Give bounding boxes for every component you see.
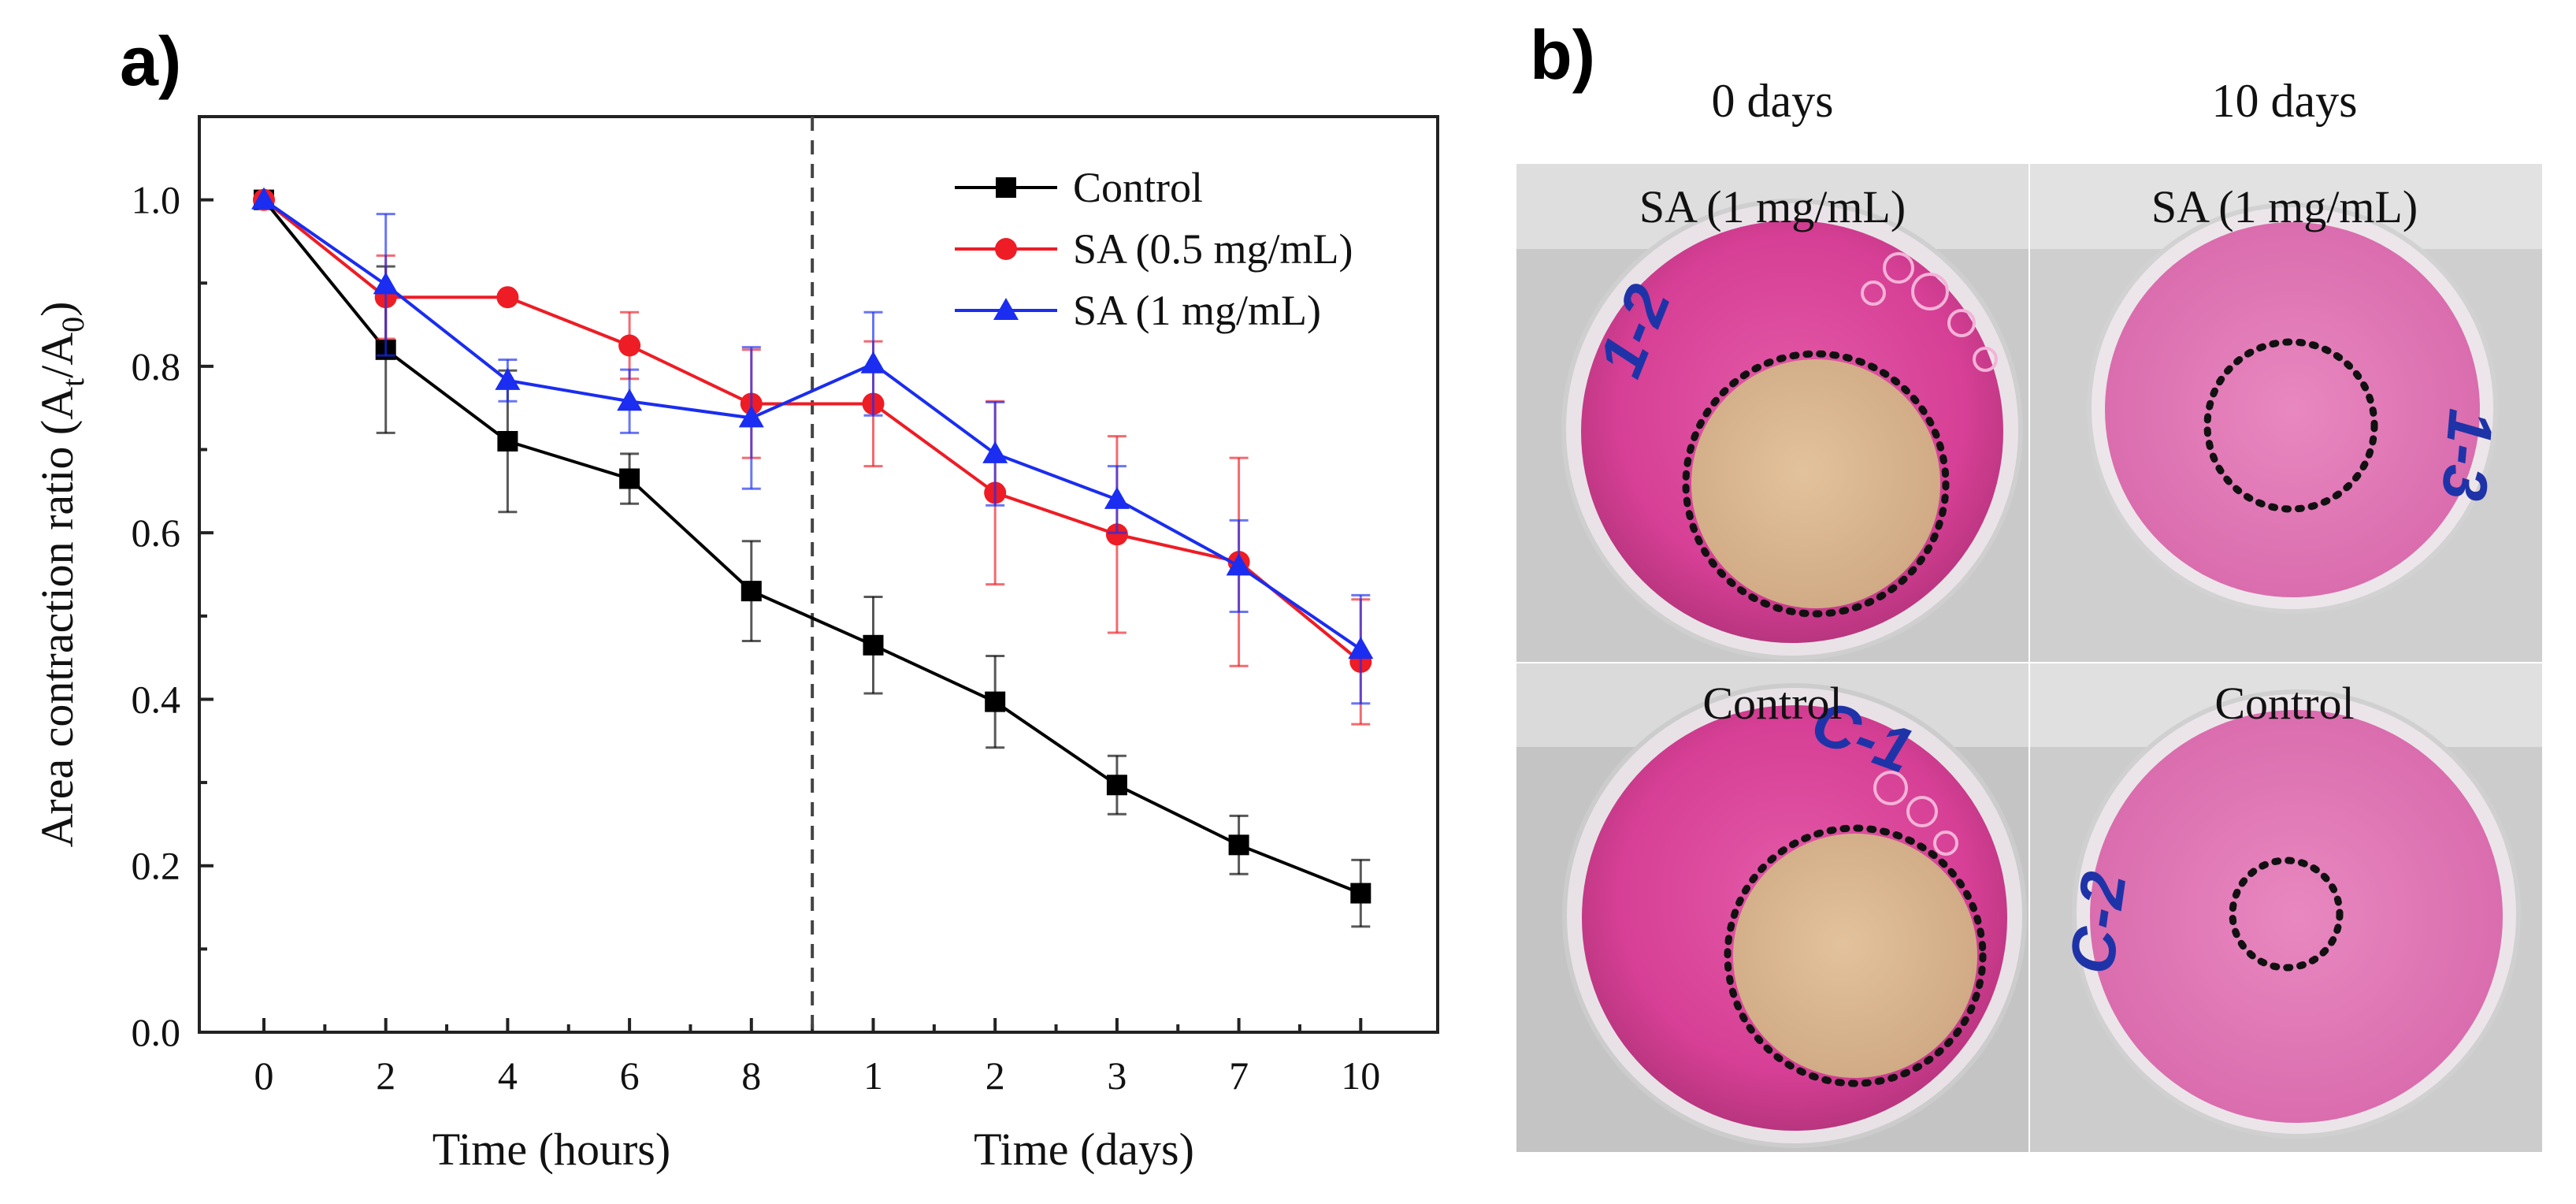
- y-tick-label: 0.4: [132, 677, 181, 721]
- data-point: [1105, 523, 1128, 546]
- x-tick-label: 10: [1341, 1054, 1380, 1098]
- data-point: [863, 634, 884, 656]
- y-axis: 0.0 0.2 0.4 0.6 0.8 1.0: [132, 115, 213, 1054]
- data-point: [618, 334, 641, 357]
- legend-marker: [996, 177, 1016, 198]
- wound-outline: [1724, 824, 1987, 1087]
- series-line: [262, 199, 1362, 663]
- x-axis: 0 2 4 6 8 1 2 3 7 10: [254, 1018, 1380, 1098]
- legend-marker: [995, 238, 1017, 260]
- data-point: [1228, 834, 1249, 856]
- data-point: [738, 405, 764, 428]
- plot-frame: [198, 115, 1439, 1034]
- y-tick-label: 1.0: [132, 178, 181, 222]
- dish-medium: [2105, 222, 2480, 597]
- panel-a: a) 0.0 0.2 0.4 0.6 0.8 1.0 0 2 4 6 8 1 2 3 7 10 Area c…: [32, 22, 1439, 1175]
- x-tick-label: 0: [254, 1054, 274, 1098]
- column-title-10days: 10 days: [2212, 75, 2358, 127]
- data-point: [1104, 486, 1130, 509]
- data-point: [496, 286, 519, 309]
- data-point: [1226, 553, 1252, 576]
- panel-b-label: b): [1530, 16, 1595, 94]
- panel-b: b) 0 days 10 days 1-2 SA (1 mg/mL): [1516, 16, 2542, 1152]
- legend-label: SA (0.5 mg/mL): [1073, 225, 1353, 273]
- y-tick-label: 0.0: [132, 1010, 181, 1054]
- data-point: [860, 351, 886, 373]
- bubble: [1911, 273, 1949, 310]
- data-point: [373, 272, 399, 295]
- bubble: [1883, 252, 1914, 284]
- x-tick-label: 8: [741, 1054, 761, 1098]
- series-sa-1-mg-ml-: [251, 187, 1374, 705]
- wound-area: [1691, 359, 1940, 608]
- wound-outline: [2229, 857, 2344, 972]
- y-tick-label: 0.2: [132, 844, 181, 888]
- series-line: [262, 198, 1362, 651]
- data-point: [1106, 775, 1127, 796]
- photo-label: SA (1 mg/mL): [1639, 181, 1906, 232]
- legend: Control SA (0.5 mg/mL) SA (1 mg/mL): [955, 164, 1353, 334]
- data-point: [617, 388, 643, 411]
- legend-label: SA (1 mg/mL): [1073, 287, 1321, 334]
- bubble: [1933, 831, 1958, 856]
- x-tick-label: 3: [1107, 1054, 1127, 1098]
- x-tick-label: 1: [863, 1054, 883, 1098]
- x-tick-label: 2: [376, 1054, 395, 1098]
- legend-marker: [993, 298, 1019, 320]
- y-tick-label: 0.6: [132, 511, 181, 555]
- x-tick-label: 7: [1229, 1054, 1249, 1098]
- x-axis-title-days: Time (days): [974, 1124, 1194, 1175]
- bubble: [1873, 771, 1908, 805]
- data-point: [985, 691, 1006, 712]
- data-point: [1350, 883, 1372, 904]
- chart: 0.0 0.2 0.4 0.6 0.8 1.0 0 2 4 6 8 1 2 3 7 10 Area cont…: [32, 115, 1439, 1175]
- series-line: [262, 199, 1362, 895]
- bubble: [1947, 309, 1976, 337]
- photo-control-10days: C-2 Control: [2030, 663, 2542, 1152]
- series-layer: [251, 187, 1374, 928]
- legend-label: Control: [1073, 164, 1203, 211]
- dish-marker: C-2: [2056, 868, 2140, 978]
- data-point: [619, 468, 640, 489]
- data-point: [495, 367, 521, 390]
- data-point: [251, 187, 277, 210]
- data-point: [497, 430, 518, 452]
- photo-control-0days: C-1 Control: [1516, 663, 2029, 1152]
- x-axis-title-hours: Time (hours): [432, 1124, 670, 1175]
- photo-sa-1mg-0days: 1-2 SA (1 mg/mL): [1516, 164, 2029, 662]
- wound-outline: [2203, 338, 2378, 513]
- photo-label: Control: [1702, 678, 1842, 729]
- dish-marker: 1-3: [2429, 407, 2507, 504]
- bubble: [1906, 796, 1938, 827]
- x-tick-label: 4: [498, 1054, 518, 1098]
- y-axis-title: Area contraction ratio (At/A0): [32, 301, 91, 847]
- photo-sa-1mg-10days: 1-3 SA (1 mg/mL): [2030, 164, 2542, 662]
- photo-label: SA (1 mg/mL): [2151, 181, 2418, 232]
- panel-a-label: a): [120, 22, 181, 100]
- data-point: [741, 581, 762, 602]
- bubble: [1861, 281, 1886, 306]
- column-title-0days: 0 days: [1712, 75, 1834, 127]
- dish-medium: [2090, 710, 2503, 1123]
- data-point: [982, 440, 1008, 463]
- bubble: [1973, 347, 1998, 372]
- x-tick-label: 6: [620, 1054, 640, 1098]
- x-tick-label: 2: [985, 1054, 1005, 1098]
- wound-outline: [1682, 350, 1950, 618]
- y-tick-label: 0.8: [132, 344, 181, 388]
- data-point: [1348, 637, 1374, 660]
- photo-label: Control: [2214, 678, 2354, 729]
- wound-area: [1733, 834, 1977, 1078]
